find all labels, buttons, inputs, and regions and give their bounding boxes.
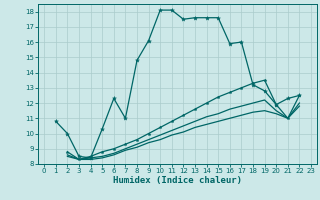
X-axis label: Humidex (Indice chaleur): Humidex (Indice chaleur): [113, 176, 242, 185]
